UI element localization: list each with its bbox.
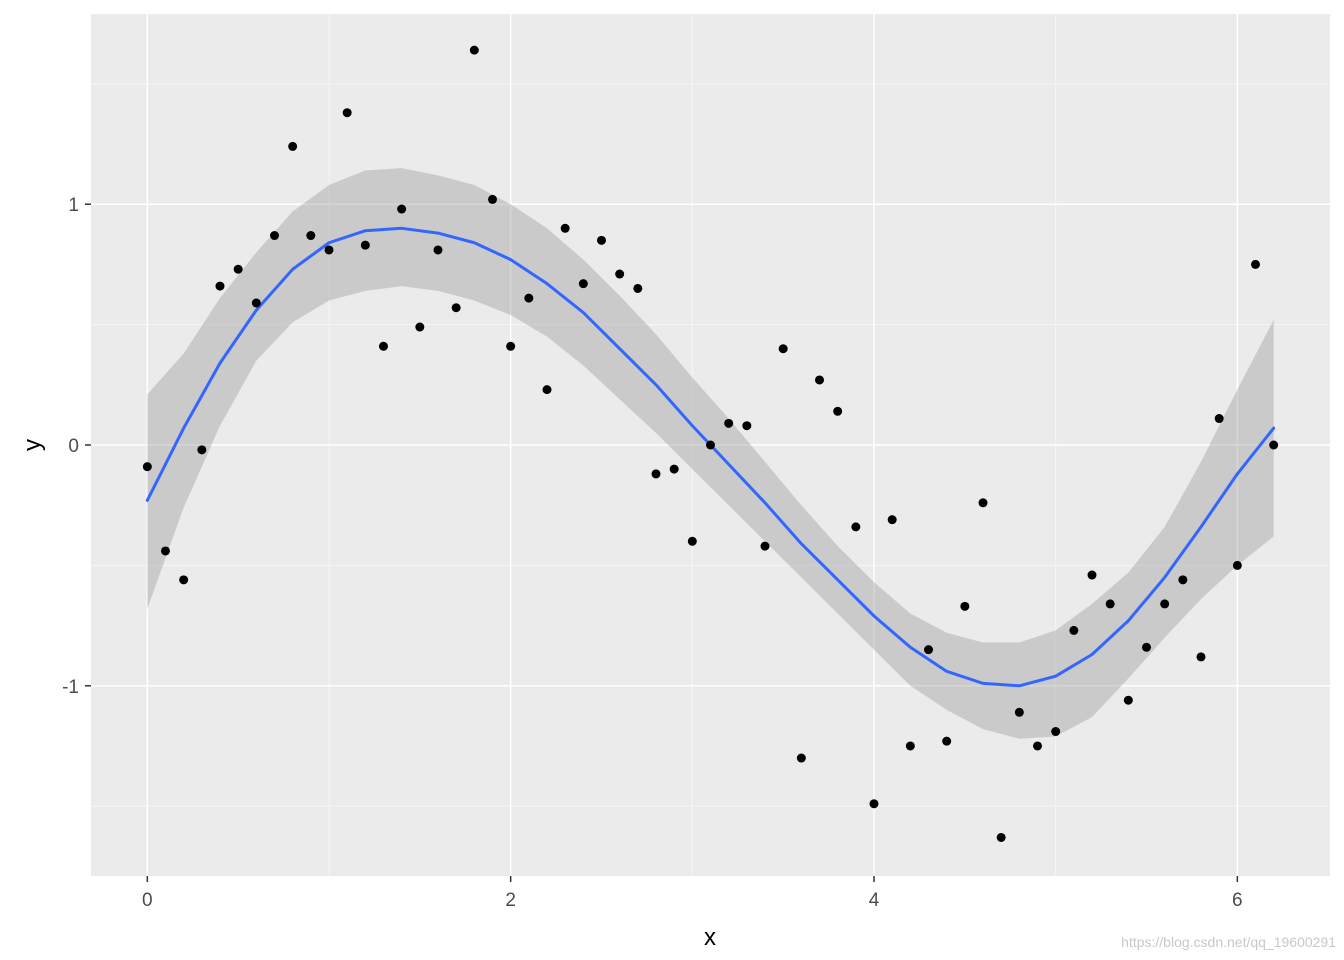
data-point: [360, 240, 370, 250]
data-point: [542, 385, 552, 395]
data-point: [778, 344, 788, 354]
points-layer: [142, 45, 1279, 842]
data-point: [887, 515, 897, 525]
data-point: [487, 194, 497, 204]
x-axis-title: x: [704, 924, 716, 951]
data-point: [324, 245, 334, 255]
data-point: [524, 293, 534, 303]
data-point: [433, 245, 443, 255]
data-point: [415, 322, 425, 332]
data-point: [1142, 642, 1152, 652]
data-point: [342, 108, 352, 118]
data-point: [251, 298, 261, 308]
data-point: [760, 541, 770, 551]
data-point: [1105, 599, 1115, 609]
x-tick-labels: 0 2 4 6: [142, 890, 1243, 911]
data-point: [687, 536, 697, 546]
confidence-ribbon-layer: [147, 168, 1274, 739]
data-point: [1051, 727, 1061, 737]
data-point: [233, 264, 243, 274]
data-point: [306, 231, 316, 241]
data-point: [197, 445, 207, 455]
data-point: [978, 498, 988, 508]
data-point: [578, 279, 588, 289]
data-point: [597, 235, 606, 245]
data-point: [269, 231, 279, 241]
data-point: [397, 204, 407, 214]
data-point: [1251, 259, 1261, 269]
data-point: [851, 522, 861, 532]
data-point: [469, 45, 479, 55]
data-point: [869, 799, 879, 809]
data-point: [905, 741, 915, 751]
y-tick-label: 1: [68, 195, 79, 216]
data-point: [924, 645, 934, 655]
data-point: [960, 601, 970, 611]
data-point: [1087, 570, 1097, 580]
data-point: [142, 462, 152, 472]
y-axis-title: y: [19, 439, 46, 451]
data-point: [560, 223, 570, 233]
data-point: [1232, 560, 1242, 570]
data-point: [1014, 707, 1024, 717]
data-point: [1160, 599, 1170, 609]
axis-ticks: [85, 203, 1239, 882]
data-point: [1123, 695, 1133, 705]
watermark: https://blog.csdn.net/qq_19600291: [1121, 934, 1336, 950]
data-point: [815, 375, 824, 385]
data-point: [179, 575, 189, 585]
data-point: [1269, 440, 1279, 450]
data-point: [742, 421, 752, 431]
confidence-ribbon: [147, 168, 1274, 739]
x-tick-label: 4: [869, 890, 880, 911]
data-point: [724, 418, 734, 428]
data-point: [615, 269, 625, 279]
data-point: [1069, 625, 1079, 635]
data-point: [669, 464, 679, 474]
data-point: [451, 303, 461, 313]
data-point: [633, 283, 643, 293]
data-point: [996, 832, 1006, 842]
x-tick-label: 2: [505, 890, 516, 911]
x-tick-label: 0: [142, 890, 153, 911]
data-point: [1178, 575, 1188, 585]
data-point: [1214, 414, 1224, 424]
data-point: [833, 406, 843, 416]
data-point: [706, 440, 715, 450]
data-point: [1196, 652, 1206, 662]
data-point: [160, 546, 170, 556]
y-tick-label: -1: [62, 677, 79, 698]
grid-major: [91, 14, 1330, 876]
data-point: [288, 141, 298, 151]
data-point: [942, 736, 952, 746]
data-point: [651, 469, 661, 479]
data-point: [506, 341, 516, 351]
x-tick-label: 6: [1232, 890, 1243, 911]
y-tick-labels: -1 0 1: [62, 195, 79, 698]
data-point: [1033, 741, 1043, 751]
data-point: [796, 753, 806, 763]
data-point: [215, 281, 225, 291]
data-point: [378, 341, 388, 351]
y-tick-label: 0: [68, 436, 79, 457]
